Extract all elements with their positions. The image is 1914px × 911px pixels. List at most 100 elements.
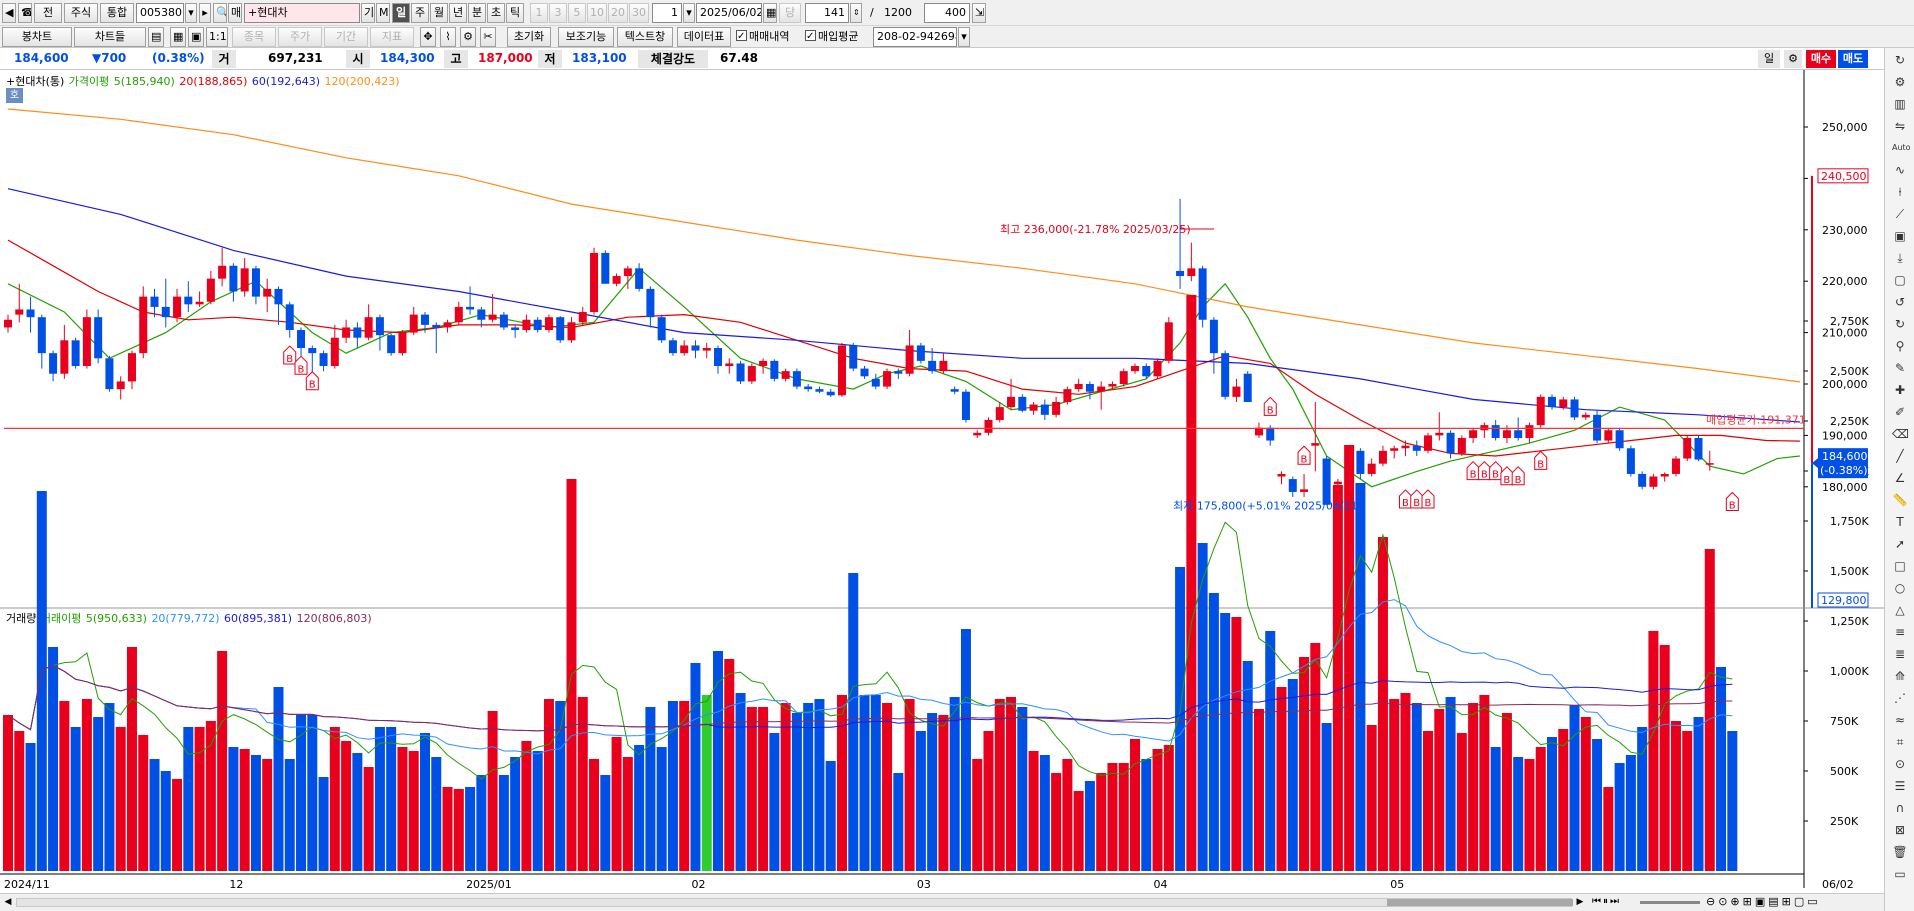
playback-controls-icon[interactable]: ⏮⏸⏭ xyxy=(1592,896,1621,907)
text-window-button[interactable]: 텍스트창 xyxy=(617,27,673,47)
min-10-button[interactable]: 10 xyxy=(587,3,607,23)
trend-icon[interactable]: ∿ xyxy=(1894,163,1906,177)
period-day-button[interactable]: 일 xyxy=(392,3,410,23)
picture-icon[interactable]: ▣ xyxy=(1894,229,1906,243)
gear-icon[interactable]: ⚙ xyxy=(1894,75,1906,89)
trash-icon[interactable]: 🗑 xyxy=(1892,845,1908,859)
gigan-button[interactable]: 기간 xyxy=(324,27,368,47)
pattern-icon[interactable]: ⌗ xyxy=(1896,735,1904,749)
gear-small-icon[interactable]: ⚙ xyxy=(1784,50,1802,68)
list-tool-icon[interactable]: ☰ xyxy=(1894,779,1906,793)
cycle-icon[interactable]: ⊙ xyxy=(1894,757,1906,771)
pin-icon[interactable]: ◀ xyxy=(2,3,16,23)
aux-function-button[interactable]: 보조기능 xyxy=(558,27,614,47)
info-button[interactable]: 기 xyxy=(361,3,375,23)
save-icon[interactable]: ▤ xyxy=(148,27,164,47)
candle-icon[interactable]: ⌇ xyxy=(440,27,456,47)
search-icon[interactable]: 🔍 xyxy=(213,3,227,23)
candle-chart-button[interactable]: 봉차트 xyxy=(2,27,72,47)
juga-button[interactable]: 주가 xyxy=(278,27,322,47)
rectangle-tool-icon[interactable]: □ xyxy=(1894,559,1906,573)
angle-tool-icon[interactable]: ∠ xyxy=(1894,471,1906,485)
download-icon[interactable]: ⤓ xyxy=(1897,251,1903,265)
interval-dropdown-icon[interactable]: ▾ xyxy=(683,3,695,23)
bar-chart-icon[interactable]: ▥ xyxy=(1894,97,1906,111)
apply-icon[interactable]: ⇲ xyxy=(972,3,986,23)
stock-name-input[interactable]: +현대차 xyxy=(244,3,360,23)
min-3-button[interactable]: 3 xyxy=(549,3,567,23)
scroll-thumb[interactable] xyxy=(1387,899,1573,906)
circle-tool-icon[interactable]: ○ xyxy=(1894,581,1906,595)
current-button[interactable]: 당 xyxy=(779,3,801,23)
fan-icon[interactable]: ⟰ xyxy=(1894,669,1906,683)
scroll-track[interactable] xyxy=(16,898,1573,907)
min-30-button[interactable]: 30 xyxy=(629,3,649,23)
account-select[interactable]: 208-02-942698 xyxy=(873,27,957,47)
scroll-right-icon[interactable]: ▶ xyxy=(1576,897,1584,907)
redo-icon[interactable]: ↻ xyxy=(1894,317,1906,331)
count-spinner-icon[interactable]: ⇕ xyxy=(850,3,862,23)
period-week-button[interactable]: 주 xyxy=(411,3,429,23)
min-1-button[interactable]: 1 xyxy=(530,3,548,23)
next-arrow-icon[interactable]: ▸ xyxy=(199,3,211,23)
wave-icon[interactable]: ≈ xyxy=(1894,713,1906,727)
period-tick-button[interactable]: 틱 xyxy=(506,3,524,23)
period-minute-button[interactable]: 분 xyxy=(468,3,486,23)
line-chart-icon[interactable]: ⟋ xyxy=(1895,207,1905,221)
ruler-icon[interactable]: 📏 xyxy=(1892,493,1908,507)
triangle-tool-icon[interactable]: △ xyxy=(1895,603,1905,617)
period-year-button[interactable]: 년 xyxy=(449,3,467,23)
zoom-slider[interactable] xyxy=(1640,901,1700,904)
min-20-button[interactable]: 20 xyxy=(608,3,628,23)
auto-icon[interactable]: Auto xyxy=(1892,143,1911,152)
daily-button[interactable]: 일 xyxy=(1758,50,1780,68)
cross-tool-icon[interactable]: ✚ xyxy=(1894,383,1906,397)
gann-icon[interactable]: ⋰ xyxy=(1894,691,1906,705)
text-tool-icon[interactable]: T xyxy=(1896,515,1904,529)
data-table-button[interactable]: 데이터표 xyxy=(677,27,731,47)
buy-button[interactable]: 매수 xyxy=(1806,50,1836,68)
avg-buy-check-icon[interactable] xyxy=(805,27,816,47)
refresh-icon[interactable]: ↻ xyxy=(1894,53,1906,67)
scroll-left-icon[interactable]: ◀ xyxy=(4,897,12,907)
account-dropdown-icon[interactable]: ▾ xyxy=(958,27,970,47)
fibonacci-icon[interactable]: ≣ xyxy=(1894,647,1906,661)
ratio-button[interactable]: 1:1 xyxy=(206,27,228,47)
jongmok-button[interactable]: 종목 xyxy=(232,27,276,47)
brush-icon[interactable]: ✐ xyxy=(1894,405,1906,419)
jipyo-button[interactable]: 지표 xyxy=(370,27,414,47)
window-icon[interactable]: ▢ xyxy=(1894,273,1906,287)
line-tool-icon[interactable]: ╱ xyxy=(1896,449,1904,463)
avg-buy-checkbox[interactable]: 매입평균 xyxy=(805,27,858,47)
trade-history-checkbox[interactable]: 매매내역 xyxy=(736,27,789,47)
tools-icon[interactable]: ✂ xyxy=(480,27,496,47)
market-stock-button[interactable]: 주식 xyxy=(64,3,98,23)
code-dropdown-icon[interactable]: ▾ xyxy=(185,3,197,23)
date-input[interactable]: 2025/06/02 xyxy=(696,3,762,23)
chart-type-dropdown[interactable]: 차트들 xyxy=(74,27,146,47)
stock-chart[interactable]: 250,000240,000230,000220,000210,000200,0… xyxy=(0,48,1884,893)
count-input[interactable]: 141 xyxy=(805,3,849,23)
split-icon[interactable]: ▣ xyxy=(188,27,204,47)
zoom-controls-icon[interactable]: ⊖⊙⊕⊞▣▤⊞▢▭ xyxy=(1706,895,1821,908)
interval-input[interactable]: 1 xyxy=(652,3,682,23)
compare-icon[interactable]: ⇋ xyxy=(1894,119,1906,133)
min-5-button[interactable]: 5 xyxy=(568,3,586,23)
prev-button[interactable]: 전 xyxy=(34,3,62,23)
stock-code-input[interactable]: 005380 xyxy=(136,3,184,23)
magnet-icon[interactable]: ∩ xyxy=(1895,801,1905,815)
lock-tool-icon[interactable]: ⊠ xyxy=(1894,823,1906,837)
integrated-button[interactable]: 통합 xyxy=(100,3,134,23)
m-button[interactable]: M xyxy=(376,3,390,23)
channel-tool-icon[interactable]: ≡ xyxy=(1894,625,1906,639)
candle-tool-icon[interactable]: ⍿ xyxy=(1898,185,1902,199)
view-count-input[interactable]: 400 xyxy=(924,3,970,23)
calendar-icon[interactable]: ▦ xyxy=(763,3,777,23)
period-second-button[interactable]: 초 xyxy=(487,3,505,23)
hoga-badge[interactable]: 호 xyxy=(6,88,23,103)
zoom-icon[interactable]: ⚲ xyxy=(1895,339,1905,353)
arrow-tool-icon[interactable]: ➚ xyxy=(1894,537,1906,551)
sell-button[interactable]: 매도 xyxy=(1838,50,1868,68)
undo-icon[interactable]: ↺ xyxy=(1894,295,1906,309)
trade-history-check-icon[interactable] xyxy=(736,27,747,47)
